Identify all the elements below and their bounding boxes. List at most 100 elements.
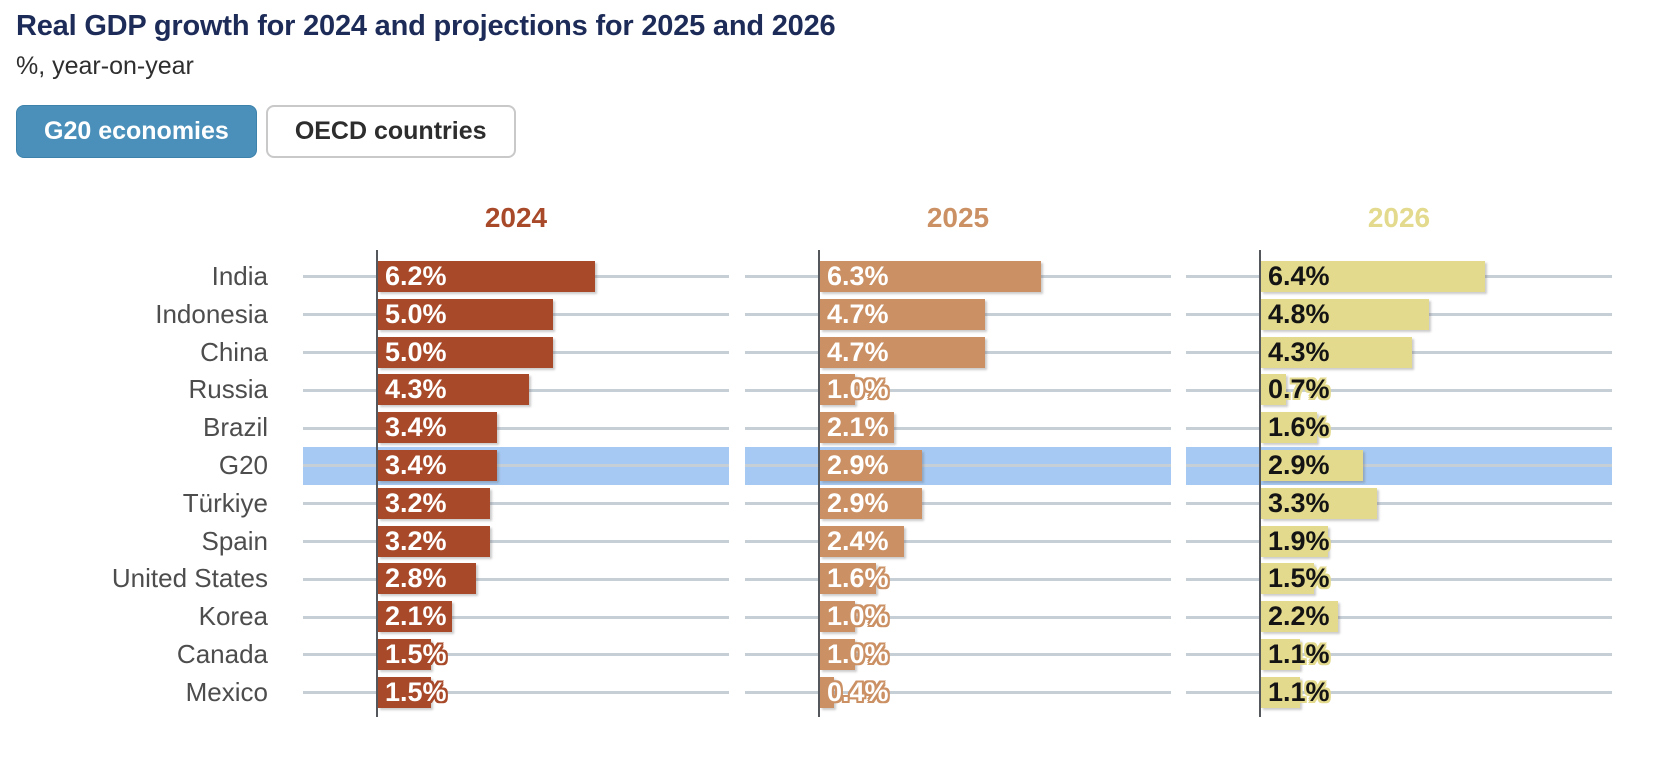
bar-2026-china[interactable] — [1261, 336, 1412, 368]
chart-column-2025: 2025 6.3% 4.7% 4.7% 1.0% 2.1% 2.9% 2.9% 2.4% 1.6%… — [745, 202, 1171, 717]
bar-2025-china[interactable] — [820, 336, 985, 368]
grid-row: 1.9% — [1186, 523, 1612, 561]
bar-2025-united-states[interactable] — [820, 563, 876, 595]
grid-line — [303, 464, 729, 468]
bar-value-label: 0.7% — [1268, 374, 1330, 405]
bar-2024-india[interactable] — [378, 261, 595, 292]
bar-value-label: 4.8% — [1268, 298, 1330, 329]
grid-row: 6.2% — [303, 258, 729, 296]
grid-row: 1.0% — [745, 598, 1171, 636]
bar-2026-indonesia[interactable] — [1261, 298, 1429, 330]
grid-row: 2.9% — [1186, 446, 1612, 485]
bar-2026-brazil[interactable] — [1261, 412, 1317, 444]
axis-line — [376, 250, 378, 717]
category-label: Mexico — [185, 676, 268, 707]
grid-line — [303, 577, 729, 581]
bar-value-label: 3.3% — [1268, 487, 1330, 518]
bar-2025-spain[interactable] — [820, 525, 904, 557]
bar-2025-g20[interactable] — [820, 449, 922, 481]
bar-2026-korea[interactable] — [1261, 601, 1338, 633]
bar-2024-g20[interactable] — [378, 449, 497, 481]
bar-2024-canada[interactable] — [378, 638, 431, 670]
grid-row: 1.6% — [745, 560, 1171, 598]
grid-line — [1186, 388, 1612, 392]
category-label: United States — [111, 563, 268, 594]
bar-2025-canada[interactable] — [820, 638, 855, 670]
grid-row: 4.7% — [745, 334, 1171, 372]
page-subtitle: %, year-on-year — [16, 52, 194, 80]
dataset-toggle: G20 economies OECD countries — [16, 105, 516, 158]
grid-row: 2.9% — [745, 485, 1171, 523]
grid-row: 4.8% — [1186, 296, 1612, 334]
bar-value-label: 5.0% — [385, 336, 447, 367]
chart-column-2024: 2024 6.2% 5.0% 5.0% 4.3% 3.4% 3.4% 3.2% 3.2% 2.8%… — [303, 202, 729, 717]
bar-2025-russia[interactable] — [820, 374, 855, 406]
column-header-2025: 2025 — [926, 202, 990, 233]
grid-line — [1186, 653, 1612, 657]
bar-2024-brazil[interactable] — [378, 412, 497, 444]
grid-row: 1.5% — [303, 636, 729, 674]
bar-value-label: 2.9% — [1268, 449, 1330, 480]
bar-2025-india[interactable] — [820, 261, 1041, 292]
bar-value-label: 1.6% — [1268, 412, 1330, 443]
bar-value-label: 2.1% — [827, 412, 889, 443]
bar-2026-mexico[interactable] — [1261, 676, 1300, 708]
bar-2026-canada[interactable] — [1261, 638, 1300, 670]
category-label: Canada — [176, 638, 268, 669]
bar-value-label: 2.1% — [385, 601, 447, 632]
grid-line — [745, 426, 1171, 430]
bar-2024-spain[interactable] — [378, 525, 490, 557]
grid-row: 2.2% — [1186, 598, 1612, 636]
bar-2024-mexico[interactable] — [378, 676, 431, 708]
grid-row: 2.9% — [745, 446, 1171, 485]
bar-2026-russia[interactable] — [1261, 374, 1286, 406]
bar-value-label: 1.9% — [1268, 525, 1330, 556]
grid-row: 3.2% — [303, 485, 729, 523]
grid-line — [745, 577, 1171, 581]
category-label: Türkiye — [182, 487, 268, 518]
bar-value-label: 1.5% — [385, 638, 447, 669]
grid-line — [1186, 539, 1612, 543]
grid-row: 2.1% — [303, 598, 729, 636]
category-label: Russia — [188, 374, 268, 405]
bar-2024-united-states[interactable] — [378, 563, 476, 595]
bar-2026-türkiye[interactable] — [1261, 487, 1377, 519]
bar-value-label: 1.5% — [1268, 563, 1330, 594]
grid-row: 1.1% — [1186, 674, 1612, 712]
category-label: Korea — [198, 601, 268, 632]
bar-2024-korea[interactable] — [378, 601, 452, 633]
bar-2025-brazil[interactable] — [820, 412, 894, 444]
bar-2024-indonesia[interactable] — [378, 298, 553, 330]
bar-value-label: 6.4% — [1268, 261, 1330, 291]
bar-value-label: 1.1% — [1268, 676, 1330, 707]
bar-2025-türkiye[interactable] — [820, 487, 922, 519]
bar-2024-china[interactable] — [378, 336, 553, 368]
bar-2026-g20[interactable] — [1261, 449, 1363, 481]
grid-line — [745, 502, 1171, 506]
grid-row: 6.3% — [745, 258, 1171, 296]
grid-line — [303, 502, 729, 506]
grid-row: 1.6% — [1186, 409, 1612, 447]
bar-value-label: 3.4% — [385, 449, 447, 480]
grid-line — [1186, 615, 1612, 619]
bar-2024-türkiye[interactable] — [378, 487, 490, 519]
bar-2025-indonesia[interactable] — [820, 298, 985, 330]
bar-2024-russia[interactable] — [378, 374, 529, 406]
tab-g20-economies[interactable]: G20 economies — [16, 105, 257, 158]
grid-line — [1186, 426, 1612, 430]
bar-2026-spain[interactable] — [1261, 525, 1328, 557]
bar-2025-mexico[interactable] — [820, 676, 834, 708]
tab-oecd-countries[interactable]: OECD countries — [265, 105, 516, 158]
grid-line — [745, 464, 1171, 468]
bar-value-label: 4.7% — [827, 336, 889, 367]
bar-value-label: 4.3% — [1268, 336, 1330, 367]
grid-row: 5.0% — [303, 296, 729, 334]
bar-2026-united-states[interactable] — [1261, 563, 1314, 595]
grid-row: 1.5% — [1186, 560, 1612, 598]
bar-value-label: 2.2% — [1268, 601, 1330, 632]
bar-2025-korea[interactable] — [820, 601, 855, 633]
column-header-2026: 2026 — [1367, 202, 1431, 233]
bar-2026-india[interactable] — [1261, 261, 1485, 292]
grid-line — [745, 615, 1171, 619]
